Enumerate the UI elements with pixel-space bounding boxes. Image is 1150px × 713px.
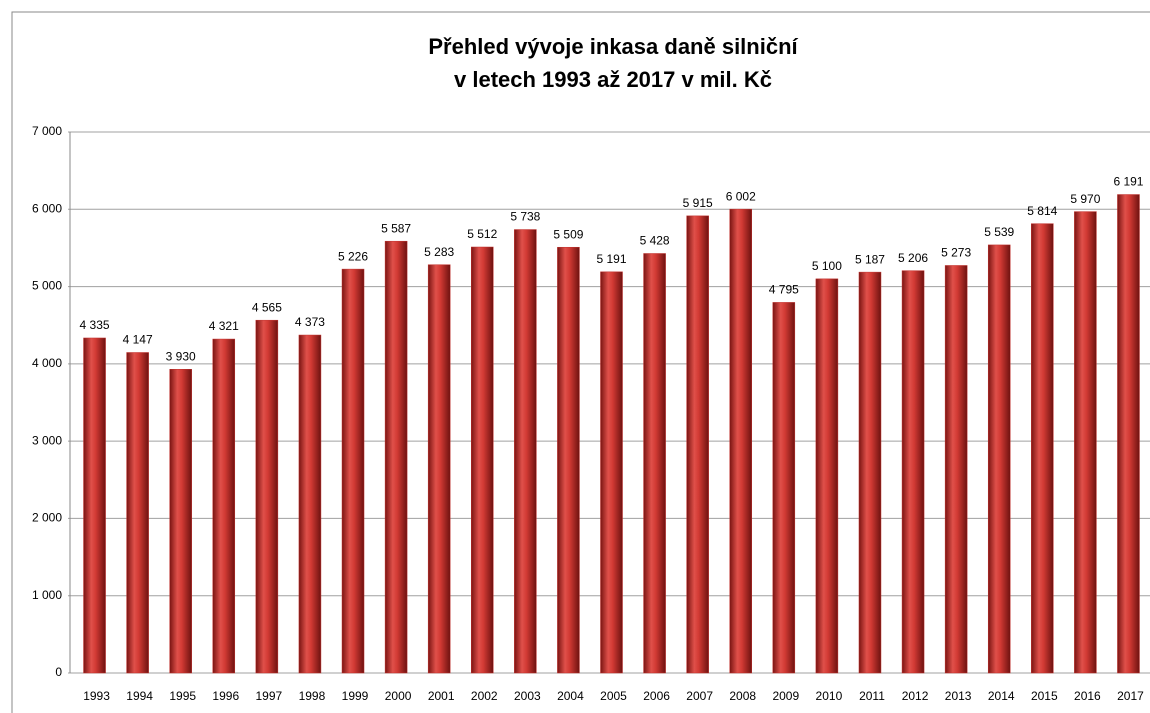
bar xyxy=(557,246,580,674)
value-label: 3 930 xyxy=(166,349,196,363)
bar xyxy=(944,265,968,674)
bar xyxy=(514,229,537,674)
bar xyxy=(1031,223,1054,674)
x-tick-label: 2001 xyxy=(428,689,455,703)
y-tick-label: 4 000 xyxy=(32,356,62,370)
y-tick-label: 6 000 xyxy=(32,201,62,215)
value-label: 6 002 xyxy=(726,189,756,203)
x-tick-label: 2014 xyxy=(988,689,1015,703)
bar xyxy=(686,215,709,674)
bar xyxy=(901,270,925,674)
x-tick-label: 2008 xyxy=(729,689,756,703)
bar xyxy=(987,244,1011,674)
x-tick-label: 2003 xyxy=(514,689,541,703)
bar xyxy=(83,337,106,674)
bar xyxy=(471,246,494,674)
value-label: 5 283 xyxy=(424,245,454,259)
value-label: 6 191 xyxy=(1113,175,1143,189)
value-label: 5 738 xyxy=(510,210,540,224)
x-tick-label: 2011 xyxy=(859,689,885,703)
value-label: 5 915 xyxy=(683,196,713,210)
x-tick-label: 1997 xyxy=(256,689,283,703)
x-tick-label: 1994 xyxy=(126,689,153,703)
value-label: 5 814 xyxy=(1027,204,1057,218)
x-tick-label: 2004 xyxy=(557,689,584,703)
y-tick-label: 3 000 xyxy=(32,433,62,447)
x-tick-label: 2009 xyxy=(772,689,799,703)
bar xyxy=(212,338,236,674)
value-label: 5 970 xyxy=(1070,192,1100,206)
bar xyxy=(384,240,408,674)
x-tick-label: 2017 xyxy=(1117,689,1144,703)
bar xyxy=(1117,194,1140,674)
bar xyxy=(341,268,365,674)
value-label: 4 565 xyxy=(252,300,282,314)
value-label: 5 587 xyxy=(381,221,411,235)
bar xyxy=(255,319,279,674)
bar xyxy=(815,278,839,674)
value-label: 4 373 xyxy=(295,315,325,329)
value-label: 4 321 xyxy=(209,319,239,333)
bar xyxy=(169,369,192,674)
y-tick-label: 0 xyxy=(55,665,62,679)
x-tick-label: 2013 xyxy=(945,689,972,703)
bar xyxy=(729,208,752,674)
value-label: 5 273 xyxy=(941,246,971,260)
frame xyxy=(11,11,1150,713)
x-tick-label: 1993 xyxy=(83,689,110,703)
x-tick-label: 2002 xyxy=(471,689,498,703)
y-tick-label: 7 000 xyxy=(32,124,62,138)
x-tick-label: 2015 xyxy=(1031,689,1058,703)
y-tick-label: 5 000 xyxy=(32,279,62,293)
value-label: 5 187 xyxy=(855,252,885,266)
x-tick-label: 2016 xyxy=(1074,689,1101,703)
chart-title: Přehled vývoje inkasa daně silniční xyxy=(428,34,798,59)
bar xyxy=(126,352,149,674)
y-tick-label: 2 000 xyxy=(32,511,62,525)
value-label: 5 428 xyxy=(640,234,670,248)
x-tick-label: 2005 xyxy=(600,689,627,703)
x-tick-label: 1999 xyxy=(342,689,369,703)
value-label: 5 226 xyxy=(338,249,368,263)
x-tick-label: 2006 xyxy=(643,689,670,703)
value-label: 5 509 xyxy=(553,227,583,241)
x-tick-label: 2000 xyxy=(385,689,412,703)
bar xyxy=(858,271,882,674)
value-label: 4 147 xyxy=(123,333,153,347)
bar xyxy=(1074,211,1097,674)
x-tick-label: 1996 xyxy=(212,689,239,703)
value-label: 5 512 xyxy=(467,227,497,241)
x-tick-label: 2007 xyxy=(686,689,713,703)
bar xyxy=(600,271,623,674)
value-label: 5 539 xyxy=(984,225,1014,239)
chart-title: v letech 1993 až 2017 v mil. Kč xyxy=(454,67,772,92)
bar xyxy=(298,334,322,674)
value-label: 5 206 xyxy=(898,251,928,265)
bar xyxy=(772,302,796,674)
bar xyxy=(643,253,666,674)
y-tick-label: 1 000 xyxy=(32,588,62,602)
x-tick-label: 1995 xyxy=(169,689,196,703)
x-tick-label: 2012 xyxy=(902,689,929,703)
bar xyxy=(427,264,451,674)
x-tick-label: 2010 xyxy=(816,689,843,703)
value-label: 5 191 xyxy=(596,252,626,266)
value-label: 5 100 xyxy=(812,259,842,273)
value-label: 4 795 xyxy=(769,283,799,297)
value-label: 4 335 xyxy=(80,318,110,332)
x-tick-label: 1998 xyxy=(299,689,326,703)
